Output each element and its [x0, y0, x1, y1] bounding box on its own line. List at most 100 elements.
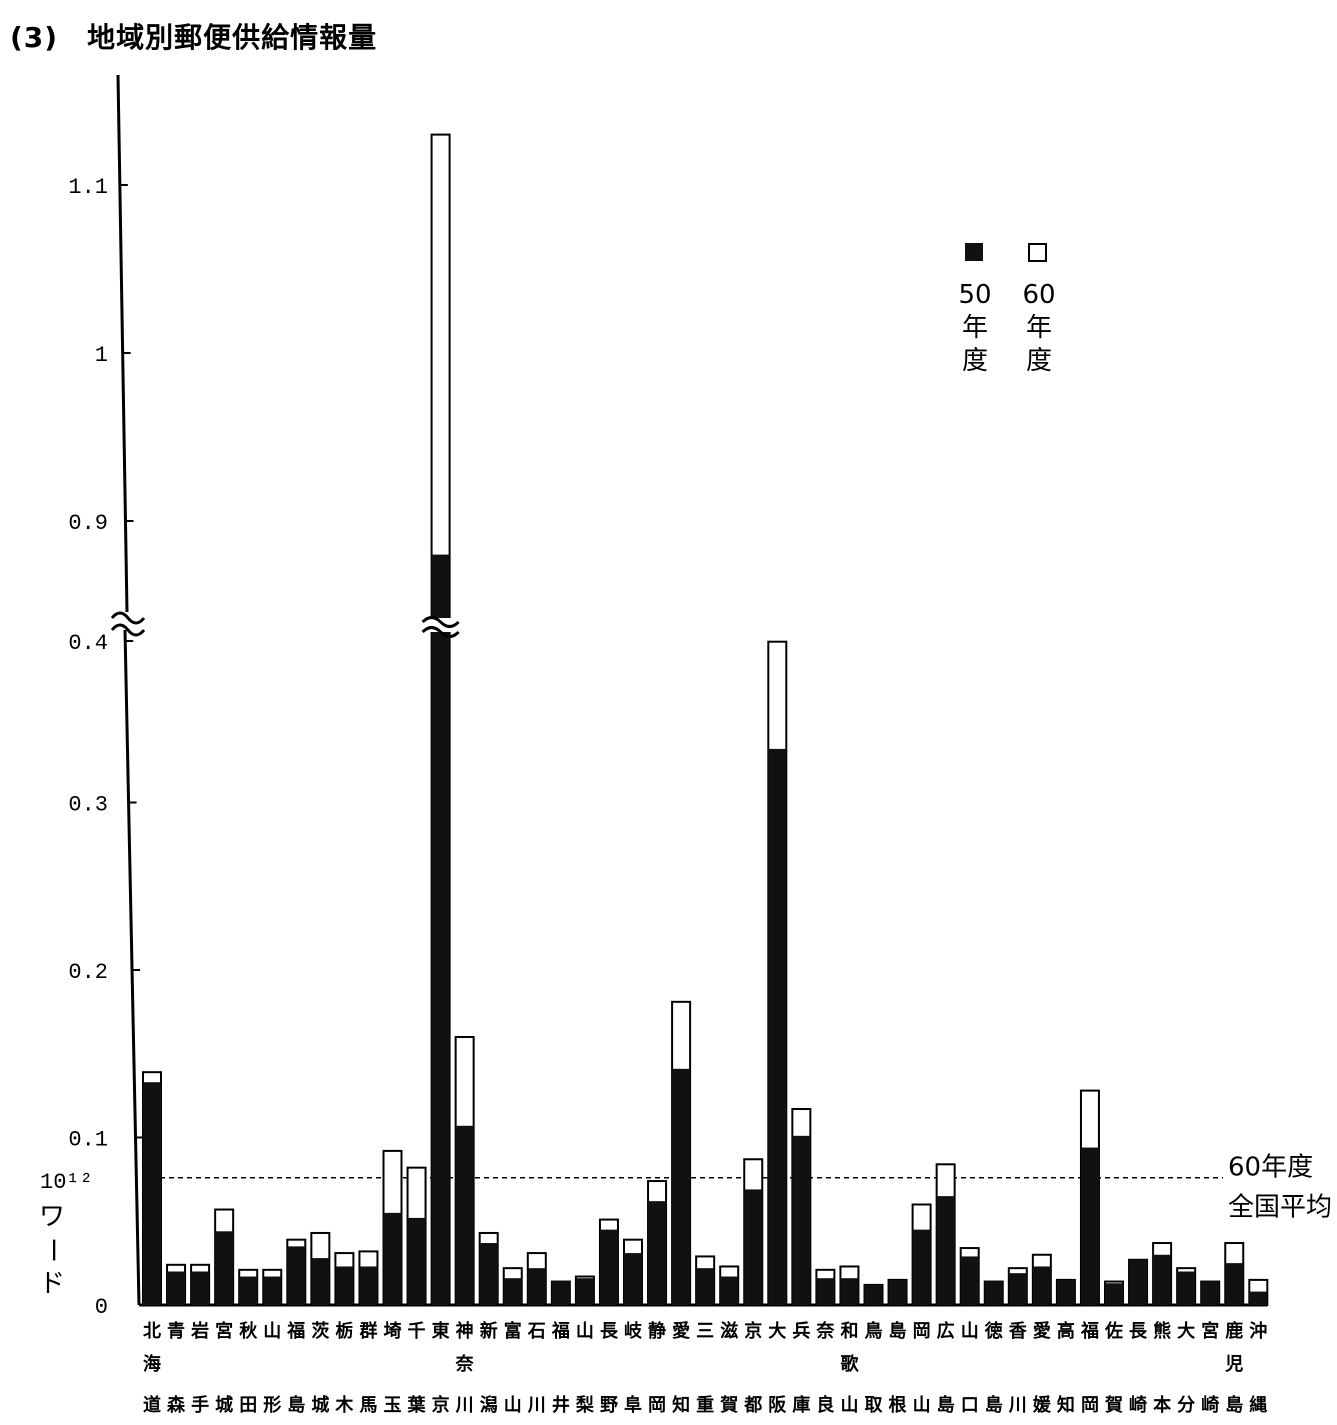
category-label: 島 [985, 1394, 1003, 1416]
category-label: 兵 [792, 1321, 810, 1342]
bar-50 [455, 1125, 474, 1305]
category-label: 川 [527, 1395, 546, 1416]
category-label: 栃 [335, 1320, 353, 1342]
category-label: 山 [961, 1321, 979, 1342]
y-tick-label: 0.9 [68, 511, 108, 536]
category-label: 神 [456, 1320, 474, 1342]
category-label: 大 [1177, 1320, 1195, 1342]
bar-50 [383, 1212, 402, 1305]
category-label: 井 [552, 1394, 570, 1416]
legend-label-50: 度 [962, 346, 988, 376]
category-label: 城 [215, 1394, 233, 1416]
category-label: 秋 [239, 1320, 258, 1342]
category-label: 川 [1008, 1395, 1027, 1416]
y-unit-char: ワ [39, 1202, 65, 1232]
bar-50 [960, 1256, 979, 1305]
category-label: 森 [167, 1394, 186, 1416]
category-label: 形 [263, 1395, 281, 1416]
category-label: 田 [239, 1395, 257, 1416]
category-label: 歌 [840, 1353, 859, 1375]
category-label: 知 [672, 1394, 690, 1416]
bar-50 [1080, 1147, 1099, 1305]
category-label: 京 [744, 1320, 762, 1342]
category-label: 北 [143, 1321, 161, 1342]
category-label: 大 [768, 1320, 786, 1342]
bar-50 [359, 1266, 378, 1305]
bar-50 [912, 1229, 931, 1305]
bar-break-mark [421, 616, 460, 628]
category-label: 馬 [359, 1395, 377, 1416]
category-label: 静 [648, 1320, 666, 1342]
category-label: 重 [696, 1394, 714, 1416]
reference-label: 全国平均 [1228, 1193, 1332, 1223]
category-label: 石 [527, 1321, 546, 1342]
category-label: 東 [432, 1320, 450, 1342]
category-label: 山 [840, 1395, 858, 1416]
category-label: 茨 [311, 1320, 329, 1342]
category-label: 福 [551, 1320, 570, 1342]
category-label: 佐 [1104, 1320, 1123, 1342]
bar-50 [527, 1268, 546, 1305]
bar-50 [1032, 1266, 1051, 1305]
bar-50 [599, 1229, 618, 1305]
category-label: 富 [504, 1320, 522, 1342]
bar-50 [768, 748, 787, 1305]
bar-50 [1225, 1263, 1244, 1305]
category-label: 岡 [1081, 1395, 1099, 1416]
bar-50 [191, 1271, 210, 1305]
legend-swatch-50 [965, 243, 983, 261]
category-label: 崎 [1129, 1394, 1147, 1416]
bar-50 [1056, 1279, 1075, 1305]
bar-50 [311, 1258, 330, 1305]
y-unit-char: ー [37, 1237, 67, 1263]
category-label: 山 [263, 1321, 281, 1342]
y-unit-char: ド [39, 1269, 65, 1299]
bar-50 [1129, 1259, 1148, 1305]
y-axis-lower [123, 629, 141, 1306]
category-label: 道 [143, 1394, 161, 1416]
category-label: 山 [913, 1395, 931, 1416]
category-label: 潟 [480, 1395, 498, 1416]
bar-50 [1105, 1283, 1123, 1305]
category-label: 三 [696, 1321, 714, 1342]
category-label: 島 [937, 1394, 955, 1416]
bar-50 [575, 1278, 594, 1305]
category-label: 京 [432, 1394, 450, 1416]
axis-break-mark-upper [110, 611, 146, 625]
bar-50 [407, 1217, 426, 1305]
category-label: 群 [359, 1320, 377, 1342]
category-label: 長 [1129, 1321, 1148, 1342]
y-tick-label: 0 [95, 1295, 108, 1320]
bar-50 [1008, 1273, 1027, 1305]
category-label: 根 [889, 1394, 907, 1416]
bar-50 [648, 1201, 667, 1305]
y-tick-label: 0.2 [68, 960, 108, 985]
bar-50 [1177, 1271, 1196, 1305]
bar-50 [672, 1068, 691, 1305]
category-label: 岡 [913, 1321, 931, 1342]
category-label: 埼 [384, 1320, 402, 1342]
bar-50 [984, 1281, 1003, 1305]
bar-break-mark [421, 626, 460, 638]
category-label: 熊 [1153, 1320, 1171, 1342]
category-label: 玉 [384, 1395, 402, 1416]
legend-label-60: 年 [1026, 313, 1052, 343]
category-label: 海 [143, 1353, 161, 1375]
category-label: 新 [480, 1320, 498, 1342]
bar-50 [696, 1268, 715, 1305]
legend-label-60: 60 [1022, 280, 1055, 310]
bar-50 [840, 1278, 859, 1305]
bar-50 [1201, 1281, 1220, 1305]
category-label: 川 [455, 1395, 474, 1416]
bar-50 [479, 1243, 498, 1305]
category-label: 愛 [672, 1320, 690, 1342]
category-label: 知 [1057, 1394, 1075, 1416]
bar-50 [624, 1253, 642, 1305]
category-label: 和 [840, 1321, 858, 1342]
category-label: 徳 [984, 1320, 1003, 1342]
category-label: 葉 [407, 1395, 427, 1416]
bar-50 [287, 1246, 306, 1305]
category-label: 島 [889, 1320, 907, 1342]
bar-50 [431, 554, 450, 1305]
